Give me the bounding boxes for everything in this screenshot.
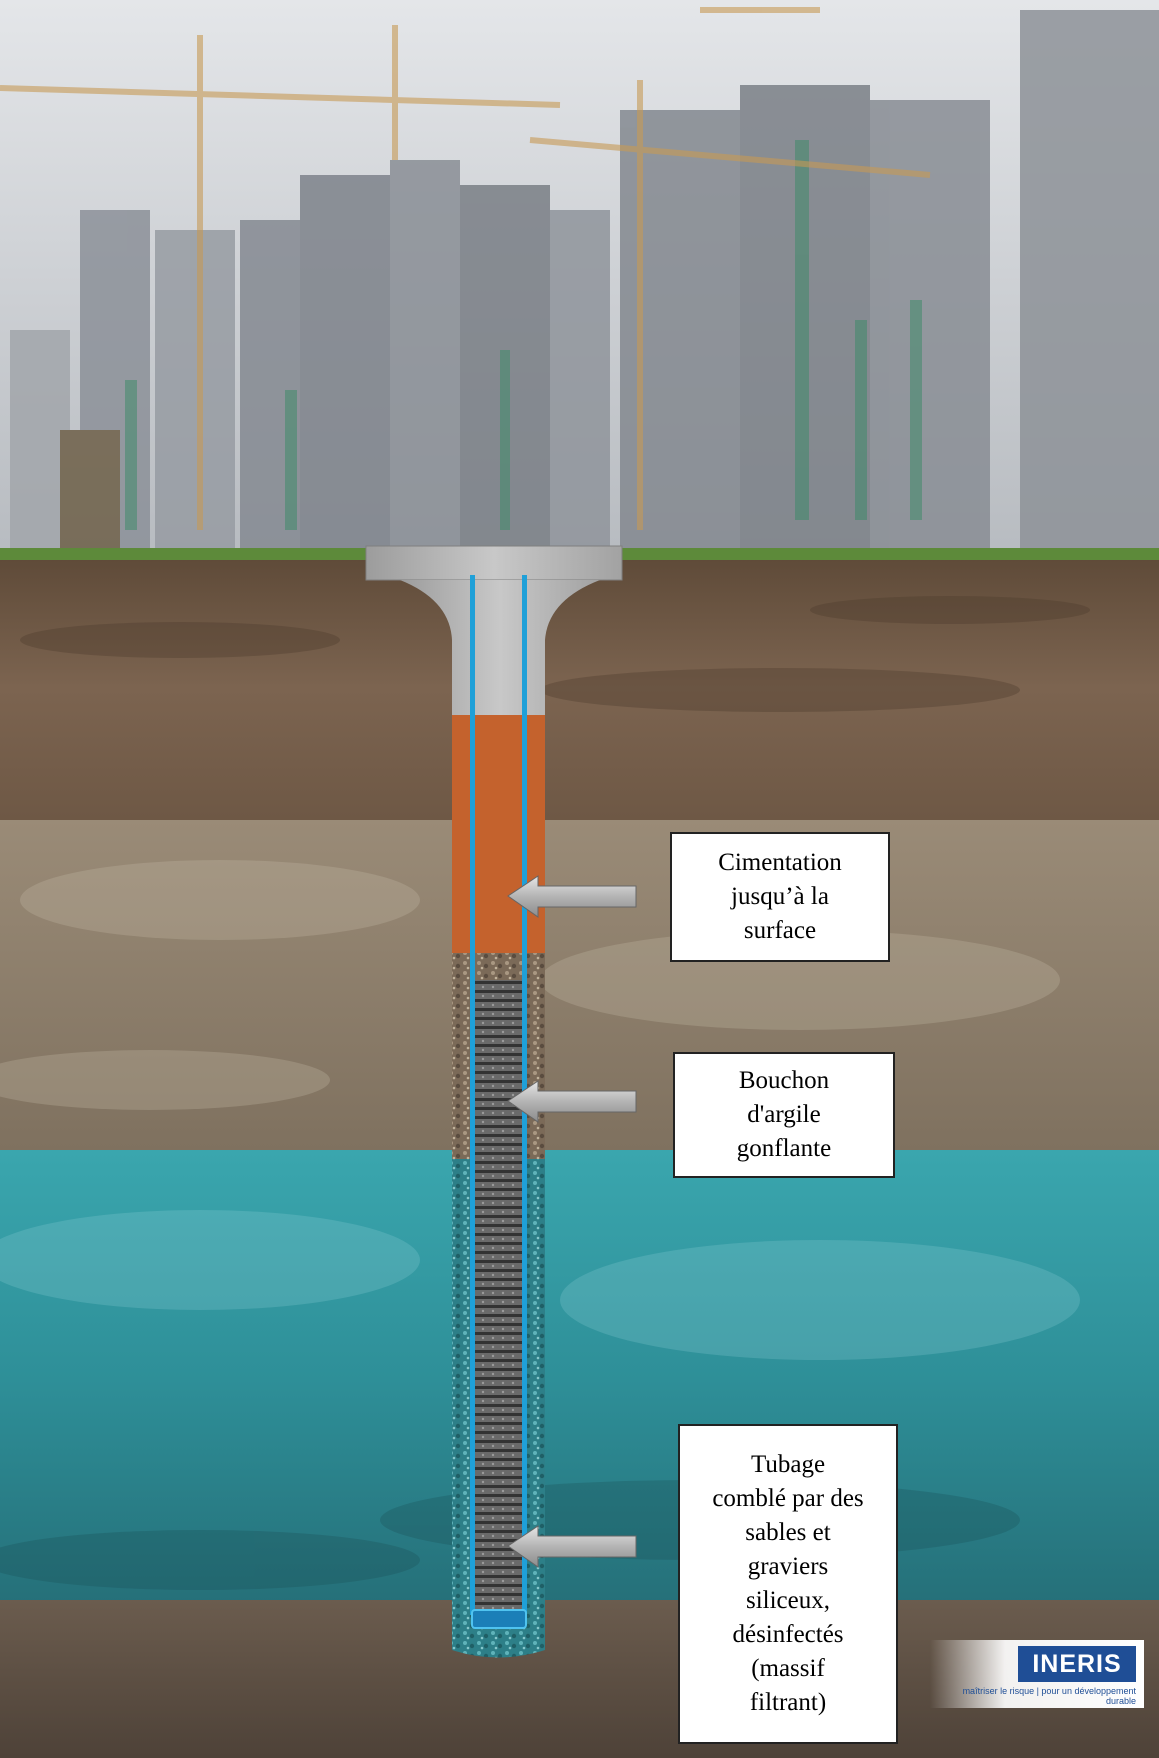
callout-bouchon-line: Bouchon [738,1067,830,1094]
ineris-logo: INERIS maîtriser le risque | pour un dév… [930,1640,1144,1708]
callout-bouchon-line: d'argile [747,1101,821,1128]
cement-fill-band [452,715,545,953]
gravel-pack-base [452,1635,545,1658]
casing-left-wall [470,575,475,1615]
ineris-logo-tagline: maîtriser le risque | pour un développem… [962,1686,1136,1706]
callout-tubage-line: siliceux, [745,1587,830,1614]
cement-collar [365,545,623,581]
soil-layers [0,555,1159,1758]
callout-cementation: Cimentation jusqu’à la surface [670,832,890,962]
callout-tubage-line: (massif [751,1655,825,1682]
callout-tubage-line: désinfectés [732,1621,844,1648]
callout-cementation-line: Cimentation [718,849,842,876]
callout-bouchon-line: gonflante [736,1135,832,1162]
arrow-bouchon [507,1080,637,1123]
callout-tubage-line: comblé par des [712,1485,864,1512]
callout-cementation-line: jusqu’à la [731,883,829,910]
well-screen [475,980,523,1610]
callout-tubage-line: sables et [745,1519,831,1546]
casing-bottom-cap [471,1609,527,1629]
arrow-tubage [507,1525,637,1568]
city-background [0,0,1159,560]
callout-tubage-line: Tubage [750,1451,826,1478]
callout-bouchon: Bouchon d'argile gonflante [673,1052,895,1178]
callout-tubage-line: filtrant) [749,1689,827,1716]
callout-tubage: Tubage comblé par des sables et graviers… [678,1424,898,1744]
callout-tubage-line: graviers [747,1553,829,1580]
arrow-cementation [507,875,637,918]
ineris-logo-mark: INERIS [1018,1646,1136,1682]
cement-neck [400,580,600,715]
callout-cementation-line: surface [743,917,817,944]
